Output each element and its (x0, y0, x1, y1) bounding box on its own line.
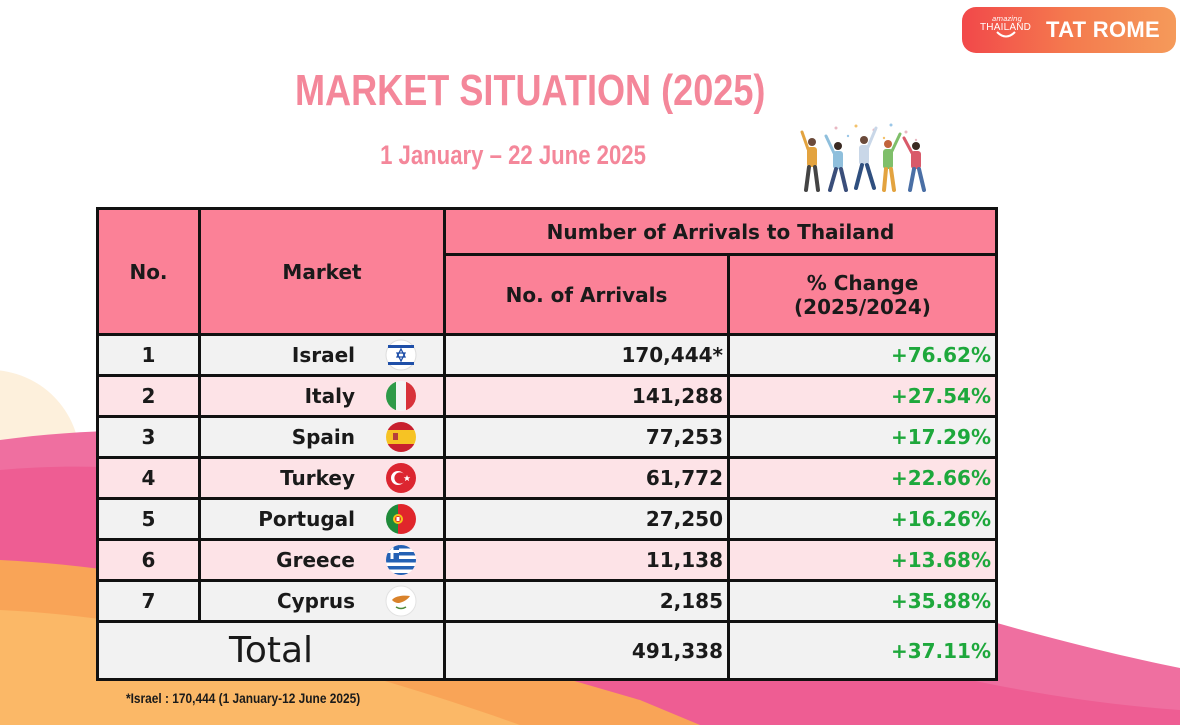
row-no: 7 (96, 579, 201, 623)
row-no: 4 (96, 456, 201, 500)
row-market: Italy (304, 384, 355, 408)
row-change: +35.88% (727, 579, 998, 623)
table-row: 6 Greece 11,138 +13.68% (96, 538, 998, 582)
row-no: 1 (96, 333, 201, 377)
footnote: *Israel : 170,444 (1 January-12 June 202… (126, 690, 361, 706)
header-no: No. (96, 207, 201, 336)
spain-flag-icon (386, 422, 416, 452)
row-no: 6 (96, 538, 201, 582)
table-row: 3 Spain 77,253 +17.29% (96, 415, 998, 459)
row-arrivals: 170,444* (443, 333, 730, 377)
header-group: Number of Arrivals to Thailand (443, 207, 998, 256)
header-market: Market (198, 207, 446, 336)
table-row: 7 Cyprus 2,185 +35.88% (96, 579, 998, 623)
row-no: 5 (96, 497, 201, 541)
row-arrivals: 61,772 (443, 456, 730, 500)
row-arrivals: 11,138 (443, 538, 730, 582)
amazing-thailand-logo: amazing THAILAND (970, 7, 1042, 53)
cyprus-flag-icon (385, 585, 417, 617)
page-title: MARKET SITUATION (2025) (295, 66, 766, 115)
row-market: Portugal (258, 507, 355, 531)
header-arrivals: No. of Arrivals (443, 253, 730, 336)
arrivals-table: No. Market Number of Arrivals to Thailan… (96, 207, 998, 681)
row-no: 2 (96, 374, 201, 418)
table-row: 5 Portugal 27,250 +16.26% (96, 497, 998, 541)
table-row: 1 Israel 170,444* +76.62% (96, 333, 998, 377)
row-arrivals: 77,253 (443, 415, 730, 459)
row-change: +17.29% (727, 415, 998, 459)
row-market: Spain (291, 425, 355, 449)
celebration-illustration (800, 123, 926, 192)
badge-label: TAT ROME (1046, 17, 1161, 42)
total-label: Total (96, 620, 446, 681)
row-market: Israel (291, 343, 355, 367)
header-change-line2: (2025/2024) (794, 294, 931, 319)
portugal-flag-icon (386, 504, 416, 534)
row-change: +13.68% (727, 538, 998, 582)
italy-flag-icon (386, 381, 416, 411)
row-arrivals: 2,185 (443, 579, 730, 623)
header-change-line1: % Change (806, 270, 919, 295)
table-row: 4 Turkey 61,772 +22.66% (96, 456, 998, 500)
total-change: +37.11% (727, 620, 998, 681)
table-row: 2 Italy 141,288 +27.54% (96, 374, 998, 418)
row-market: Cyprus (276, 589, 355, 613)
row-market: Turkey (280, 466, 355, 490)
total-row: Total 491,338 +37.11% (96, 620, 998, 681)
row-no: 3 (96, 415, 201, 459)
logo-big-text: THAILAND (980, 22, 1032, 33)
row-arrivals: 27,250 (443, 497, 730, 541)
page-subtitle: 1 January – 22 June 2025 (380, 140, 646, 170)
logo-small-text: amazing (992, 15, 1022, 23)
row-change: +16.26% (727, 497, 998, 541)
row-arrivals: 141,288 (443, 374, 730, 418)
total-arrivals: 491,338 (443, 620, 730, 681)
row-market: Greece (276, 548, 355, 572)
tat-rome-badge: amazing THAILAND TAT ROME (962, 7, 1176, 53)
row-change: +22.66% (727, 456, 998, 500)
header-change: % Change (2025/2024) (727, 253, 998, 336)
greece-flag-icon (386, 545, 416, 575)
turkey-flag-icon (386, 463, 416, 493)
row-change: +27.54% (727, 374, 998, 418)
israel-flag-icon (385, 339, 417, 371)
row-change: +76.62% (727, 333, 998, 377)
